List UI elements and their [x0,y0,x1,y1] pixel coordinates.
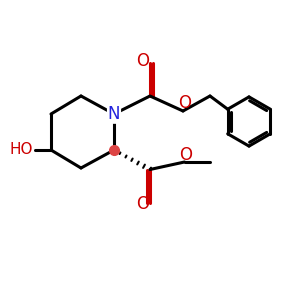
Text: N: N [108,105,120,123]
Text: O: O [179,146,193,164]
Text: HO: HO [10,142,33,157]
Text: O: O [136,52,149,70]
Text: O: O [178,94,191,112]
Text: O: O [136,195,149,213]
